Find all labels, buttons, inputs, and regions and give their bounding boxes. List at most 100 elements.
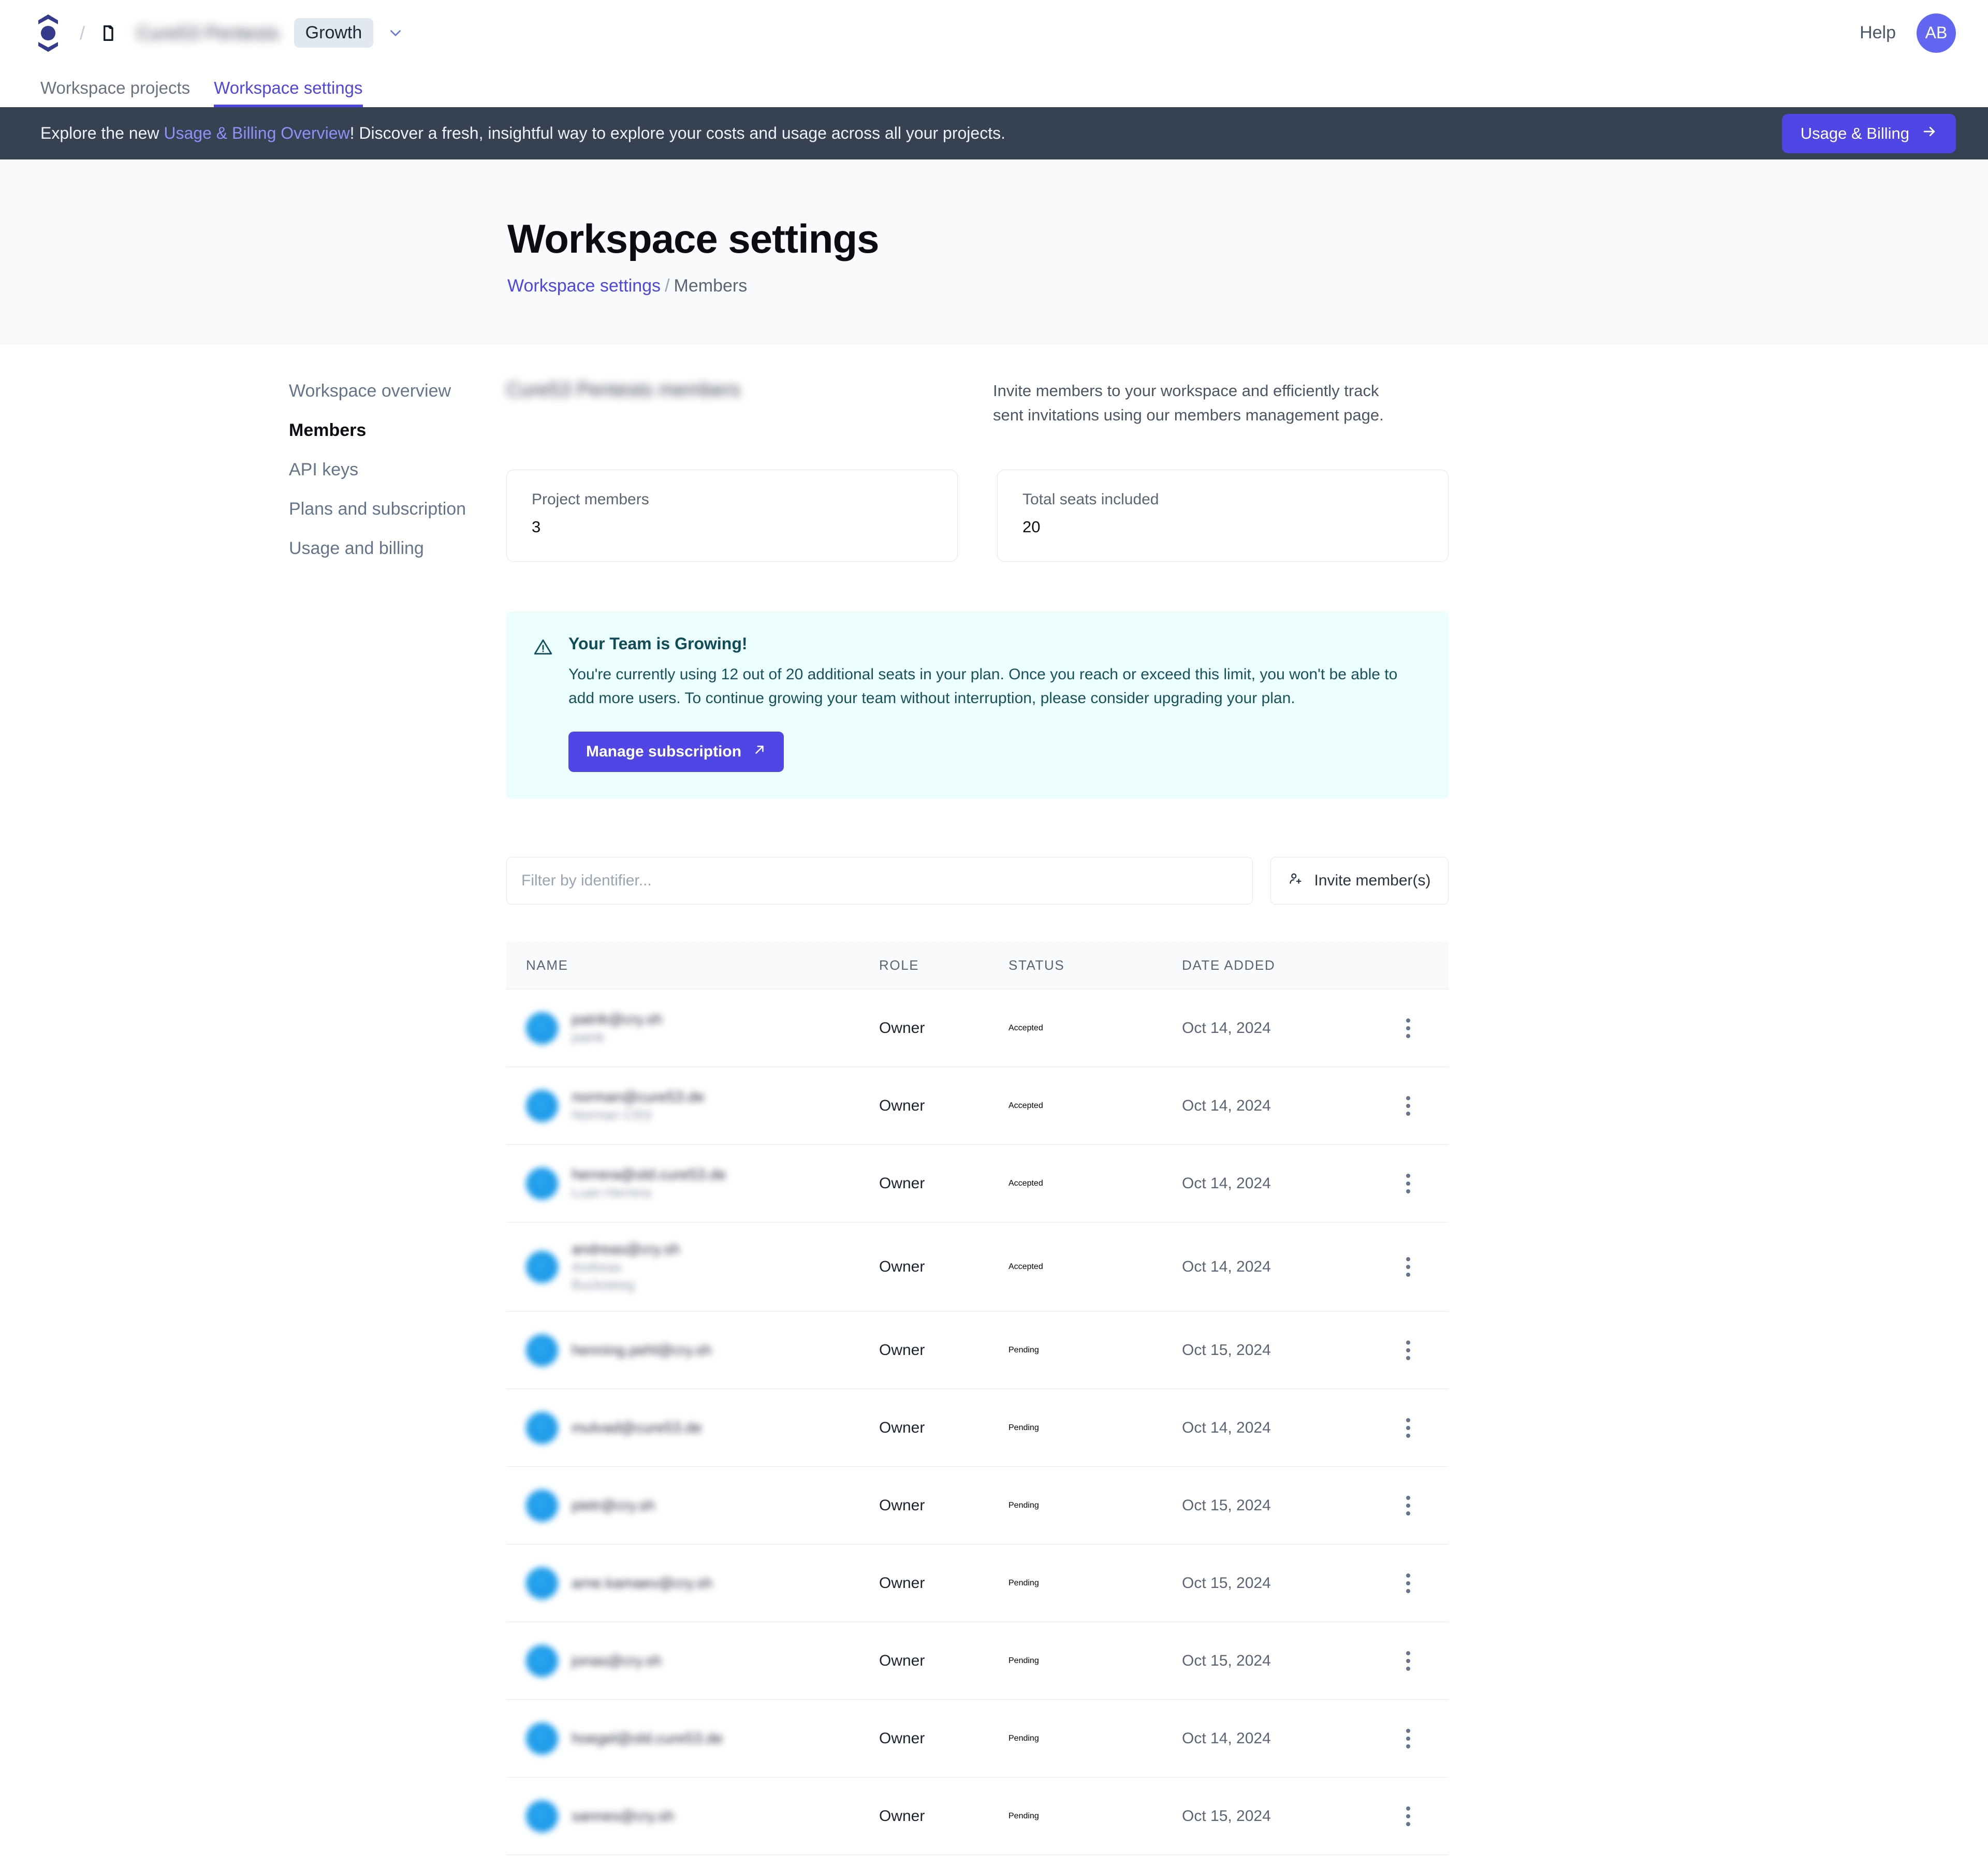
member-name-cell: andreas@cry.sh Andreas Bucksteeg (506, 1240, 879, 1294)
cure53-hexagon-logo-icon[interactable] (32, 12, 64, 54)
alert-title: Your Team is Growing! (568, 634, 748, 653)
member-email: hoegel@old.cure53.de (572, 1730, 723, 1747)
kebab-menu-icon[interactable] (1398, 1568, 1419, 1599)
avatar[interactable]: AB (1917, 13, 1956, 53)
member-role: Owner (879, 1729, 925, 1747)
member-email: herrera@old.cure53.de (572, 1166, 726, 1183)
table-row[interactable]: mulvad@cure53.de Owner Pending Oct 14, 2024 (506, 1389, 1449, 1467)
table-row[interactable]: andreas@cry.sh Andreas Bucksteeg Owner Accep… (506, 1222, 1449, 1312)
member-date-added: Oct 15, 2024 (1182, 1496, 1271, 1514)
status-badge: Pending (1008, 1734, 1182, 1743)
sidebar-item-plans-and-subscription[interactable]: Plans and subscription (289, 499, 466, 519)
kebab-menu-icon[interactable] (1398, 1335, 1419, 1366)
table-row[interactable]: norman@cure53.de Norman CI53 Owner Accepted… (506, 1067, 1449, 1145)
member-name-cell: hoegel@old.cure53.de (506, 1722, 879, 1755)
kebab-menu-icon[interactable] (1398, 1168, 1419, 1199)
member-role: Owner (879, 1174, 925, 1192)
member-role: Owner (879, 1019, 925, 1037)
member-email: sannes@cry.sh (572, 1807, 675, 1825)
breadcrumb-workspace-settings[interactable]: Workspace settings (507, 276, 661, 296)
status-badge: Pending (1008, 1656, 1182, 1666)
table-row[interactable]: jonas@cry.sh Owner Pending Oct 15, 2024 (506, 1622, 1449, 1700)
tab-workspace-projects[interactable]: Workspace projects (40, 78, 191, 97)
column-header-status: STATUS (1008, 957, 1065, 973)
table-row[interactable]: henning.pehl@cry.sh Owner Pending Oct 15, 2… (506, 1311, 1449, 1390)
table-row[interactable]: arne.kamaev@cry.sh Owner Pending Oct 15, 20… (506, 1544, 1449, 1623)
member-role: Owner (879, 1419, 925, 1436)
member-name-line-1: Norman CI53 (572, 1107, 652, 1123)
status-label: Pending (1008, 1345, 1039, 1354)
member-email: jonas@cry.sh (572, 1652, 662, 1669)
stat-value: 20 (1022, 518, 1041, 536)
member-identity: patrik@cry.sh patrik (572, 1010, 663, 1046)
row-actions (1358, 1090, 1449, 1121)
table-header: NAME ROLE STATUS DATE ADDED (506, 942, 1449, 990)
members-intro: Cure53 Pentests members Invite members t… (506, 378, 1449, 427)
workspace-name[interactable]: Cure53 Pentests (137, 22, 280, 43)
member-date-added: Oct 14, 2024 (1182, 1019, 1271, 1037)
member-name-cell: mulvad@cure53.de (506, 1411, 879, 1444)
table-row[interactable]: herrera@old.cure53.de Luan Herrera Owner Ac… (506, 1145, 1449, 1223)
status-label: Pending (1008, 1656, 1039, 1665)
stat-cards: Project members 3 Total seats included 2… (506, 470, 1449, 562)
usage-billing-overview-link[interactable]: Usage & Billing Overview (164, 124, 350, 142)
sidebar-item-api-keys[interactable]: API keys (289, 459, 359, 479)
kebab-menu-icon[interactable] (1398, 1412, 1419, 1444)
alert-message: You're currently using 12 out of 20 addi… (568, 666, 1398, 707)
kebab-menu-icon[interactable] (1398, 1801, 1419, 1832)
member-identity: arne.kamaev@cry.sh (572, 1574, 712, 1593)
kebab-menu-icon[interactable] (1398, 1090, 1419, 1121)
row-actions (1358, 1490, 1449, 1521)
stat-card-project-members: Project members 3 (506, 470, 958, 562)
kebab-menu-icon[interactable] (1398, 1490, 1419, 1521)
invite-members-button[interactable]: Invite member(s) (1270, 857, 1449, 905)
member-role: Owner (879, 1341, 925, 1359)
table-row[interactable]: pietr@cry.sh Owner Pending Oct 15, 2024 (506, 1467, 1449, 1545)
tab-workspace-settings[interactable]: Workspace settings (214, 79, 363, 107)
member-role: Owner (879, 1496, 925, 1514)
help-link[interactable]: Help (1860, 23, 1896, 42)
top-bar-right: Help AB (1860, 13, 1956, 53)
kebab-menu-icon[interactable] (1398, 1251, 1419, 1282)
member-name-cell: patrik@cry.sh patrik (506, 1010, 879, 1046)
members-panel: Cure53 Pentests members Invite members t… (506, 369, 1449, 1856)
top-bar: / Cure53 Pentests Growth Help AB (0, 0, 1988, 66)
usage-billing-button[interactable]: Usage & Billing (1781, 113, 1956, 153)
external-link-arrow-icon (753, 743, 766, 761)
manage-subscription-button[interactable]: Manage subscription (568, 732, 784, 772)
chevron-down-icon[interactable] (387, 24, 404, 42)
kebab-menu-icon[interactable] (1398, 1645, 1419, 1677)
kebab-menu-icon[interactable] (1398, 1013, 1419, 1044)
status-badge: Pending (1008, 1812, 1182, 1821)
table-row[interactable]: hoegel@old.cure53.de Owner Pending Oct 14, … (506, 1700, 1449, 1778)
member-date-added: Oct 14, 2024 (1182, 1097, 1271, 1114)
member-name-cell: arne.kamaev@cry.sh (506, 1567, 879, 1599)
member-date-added: Oct 14, 2024 (1182, 1258, 1271, 1275)
table-row[interactable]: sannes@cry.sh Owner Pending Oct 15, 2024 (506, 1777, 1449, 1856)
sidebar-item-workspace-overview[interactable]: Workspace overview (289, 381, 451, 401)
stat-label: Total seats included (1022, 491, 1159, 508)
search-input[interactable] (506, 857, 1253, 905)
member-email: norman@cure53.de (572, 1088, 705, 1105)
table-row[interactable]: patrik@cry.sh patrik Owner Accepted Oct 14, … (506, 989, 1449, 1068)
member-identity: sannes@cry.sh (572, 1807, 674, 1826)
banner-text: Explore the new Usage & Billing Overview… (40, 124, 1005, 143)
status-badge: Accepted (1008, 1024, 1182, 1033)
member-name-cell: herrera@old.cure53.de Luan Herrera (506, 1165, 879, 1202)
member-name-cell: jonas@cry.sh (506, 1644, 879, 1677)
manage-subscription-label: Manage subscription (586, 743, 742, 761)
usage-billing-banner: Explore the new Usage & Billing Overview… (0, 107, 1988, 159)
sidebar-item-members[interactable]: Members (289, 420, 367, 440)
breadcrumb-slash: / (665, 276, 670, 296)
row-actions (1358, 1412, 1449, 1444)
status-label: Accepted (1008, 1023, 1043, 1032)
sidebar-item-usage-and-billing[interactable]: Usage and billing (289, 538, 424, 558)
avatar (526, 1250, 558, 1283)
members-table: NAME ROLE STATUS DATE ADDED patrik@cry.s… (506, 942, 1449, 1856)
member-email: andreas@cry.sh (572, 1241, 680, 1258)
team-growing-alert: Your Team is Growing! You're currently u… (506, 611, 1449, 799)
status-badge: Pending (1008, 1346, 1182, 1355)
members-toolbar: Invite member(s) (506, 857, 1449, 905)
kebab-menu-icon[interactable] (1398, 1723, 1419, 1754)
member-identity: pietr@cry.sh (572, 1496, 655, 1515)
